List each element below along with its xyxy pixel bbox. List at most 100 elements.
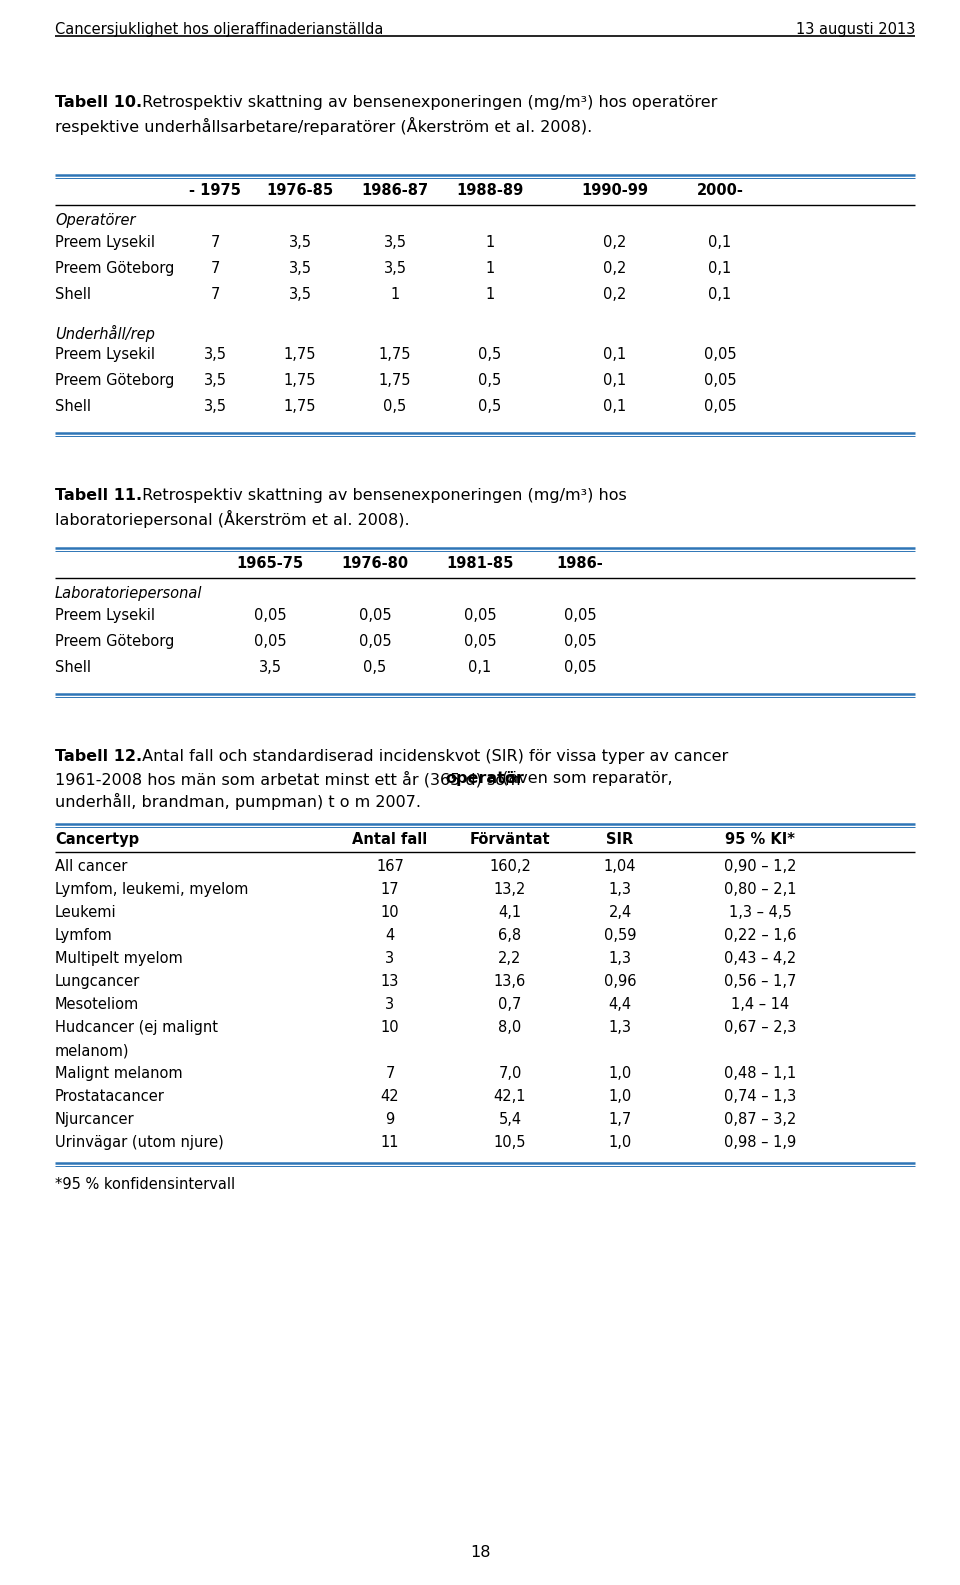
Text: 3,5: 3,5 [289, 287, 311, 303]
Text: Lymfom: Lymfom [55, 927, 112, 943]
Text: 4,1: 4,1 [498, 905, 521, 919]
Text: Underhåll/rep: Underhåll/rep [55, 325, 155, 342]
Text: 1,75: 1,75 [284, 372, 316, 388]
Text: 1,3: 1,3 [609, 1021, 632, 1035]
Text: 3,5: 3,5 [289, 262, 311, 276]
Text: 0,05: 0,05 [704, 372, 736, 388]
Text: 0,1: 0,1 [708, 287, 732, 303]
Text: 42: 42 [381, 1089, 399, 1105]
Text: 1,75: 1,75 [284, 347, 316, 361]
Text: 0,05: 0,05 [464, 609, 496, 623]
Text: Prostatacancer: Prostatacancer [55, 1089, 165, 1105]
Text: 0,56 – 1,7: 0,56 – 1,7 [724, 975, 796, 989]
Text: 0,1: 0,1 [604, 399, 627, 414]
Text: Multipelt myelom: Multipelt myelom [55, 951, 182, 965]
Text: Urinvägar (utom njure): Urinvägar (utom njure) [55, 1135, 224, 1151]
Text: All cancer: All cancer [55, 859, 128, 873]
Text: 1: 1 [486, 235, 494, 250]
Text: 5,4: 5,4 [498, 1113, 521, 1127]
Text: 1976-85: 1976-85 [267, 182, 333, 198]
Text: 1,3 – 4,5: 1,3 – 4,5 [729, 905, 791, 919]
Text: 0,48 – 1,1: 0,48 – 1,1 [724, 1067, 796, 1081]
Text: 13,6: 13,6 [493, 975, 526, 989]
Text: 6,8: 6,8 [498, 927, 521, 943]
Text: 18: 18 [469, 1545, 491, 1560]
Text: 0,05: 0,05 [564, 659, 596, 675]
Text: 3,5: 3,5 [204, 399, 227, 414]
Text: 1990-99: 1990-99 [582, 182, 649, 198]
Text: Antal fall: Antal fall [352, 832, 427, 846]
Text: 0,1: 0,1 [708, 262, 732, 276]
Text: 2,4: 2,4 [609, 905, 632, 919]
Text: 4: 4 [385, 927, 395, 943]
Text: Tabell 12.: Tabell 12. [55, 750, 142, 764]
Text: Lungcancer: Lungcancer [55, 975, 140, 989]
Text: 1988-89: 1988-89 [456, 182, 523, 198]
Text: 7: 7 [210, 287, 220, 303]
Text: Antal fall och standardiserad incidenskvot (SIR) för vissa typer av cancer: Antal fall och standardiserad incidenskv… [137, 750, 729, 764]
Text: Tabell 11.: Tabell 11. [55, 488, 142, 502]
Text: 0,90 – 1,2: 0,90 – 1,2 [724, 859, 796, 873]
Text: 0,7: 0,7 [498, 997, 521, 1011]
Text: Leukemi: Leukemi [55, 905, 116, 919]
Text: 13,2: 13,2 [493, 881, 526, 897]
Text: 3,5: 3,5 [204, 372, 227, 388]
Text: Shell: Shell [55, 399, 91, 414]
Text: 0,05: 0,05 [253, 609, 286, 623]
Text: 0,05: 0,05 [359, 609, 392, 623]
Text: 1,4 – 14: 1,4 – 14 [731, 997, 789, 1011]
Text: Preem Lysekil: Preem Lysekil [55, 235, 155, 250]
Text: 0,59: 0,59 [604, 927, 636, 943]
Text: 0,05: 0,05 [564, 634, 596, 648]
Text: melanom): melanom) [55, 1043, 130, 1059]
Text: 167: 167 [376, 859, 404, 873]
Text: 7: 7 [385, 1067, 395, 1081]
Text: Njurcancer: Njurcancer [55, 1113, 134, 1127]
Text: 10,5: 10,5 [493, 1135, 526, 1151]
Text: 0,74 – 1,3: 0,74 – 1,3 [724, 1089, 796, 1105]
Text: - 1975: - 1975 [189, 182, 241, 198]
Text: Lymfom, leukemi, myelom: Lymfom, leukemi, myelom [55, 881, 249, 897]
Text: 7: 7 [210, 262, 220, 276]
Text: 1976-80: 1976-80 [342, 556, 409, 571]
Text: 1965-75: 1965-75 [236, 556, 303, 571]
Text: 3,5: 3,5 [258, 659, 281, 675]
Text: laboratoriepersonal (Åkerström et al. 2008).: laboratoriepersonal (Åkerström et al. 20… [55, 510, 410, 528]
Text: 1,3: 1,3 [609, 881, 632, 897]
Text: 160,2: 160,2 [489, 859, 531, 873]
Text: 1: 1 [391, 287, 399, 303]
Text: 1,0: 1,0 [609, 1089, 632, 1105]
Text: Operatörer: Operatörer [55, 212, 135, 228]
Text: 0,5: 0,5 [364, 659, 387, 675]
Text: 0,43 – 4,2: 0,43 – 4,2 [724, 951, 796, 965]
Text: Laboratoriepersonal: Laboratoriepersonal [55, 586, 203, 601]
Text: Preem Göteborg: Preem Göteborg [55, 634, 175, 648]
Text: 0,87 – 3,2: 0,87 – 3,2 [724, 1113, 796, 1127]
Text: 0,1: 0,1 [604, 347, 627, 361]
Text: 11: 11 [381, 1135, 399, 1151]
Text: Preem Göteborg: Preem Göteborg [55, 372, 175, 388]
Text: Shell: Shell [55, 659, 91, 675]
Text: 1,0: 1,0 [609, 1067, 632, 1081]
Text: 1,75: 1,75 [284, 399, 316, 414]
Text: 0,05: 0,05 [464, 634, 496, 648]
Text: 0,1: 0,1 [604, 372, 627, 388]
Text: 7,0: 7,0 [498, 1067, 521, 1081]
Text: 1,0: 1,0 [609, 1135, 632, 1151]
Text: 13 augusti 2013: 13 augusti 2013 [796, 22, 915, 36]
Text: 8,0: 8,0 [498, 1021, 521, 1035]
Text: operatör: operatör [445, 770, 524, 786]
Text: 10: 10 [381, 905, 399, 919]
Text: Hudcancer (ej malignt: Hudcancer (ej malignt [55, 1021, 218, 1035]
Text: 1961-2008 hos män som arbetat minst ett år (365 d) som: 1961-2008 hos män som arbetat minst ett … [55, 770, 526, 788]
Text: Preem Lysekil: Preem Lysekil [55, 609, 155, 623]
Text: 1981-85: 1981-85 [446, 556, 514, 571]
Text: 0,05: 0,05 [564, 609, 596, 623]
Text: 0,96: 0,96 [604, 975, 636, 989]
Text: 1: 1 [486, 287, 494, 303]
Text: Shell: Shell [55, 287, 91, 303]
Text: 10: 10 [381, 1021, 399, 1035]
Text: 3,5: 3,5 [204, 347, 227, 361]
Text: 4,4: 4,4 [609, 997, 632, 1011]
Text: 13: 13 [381, 975, 399, 989]
